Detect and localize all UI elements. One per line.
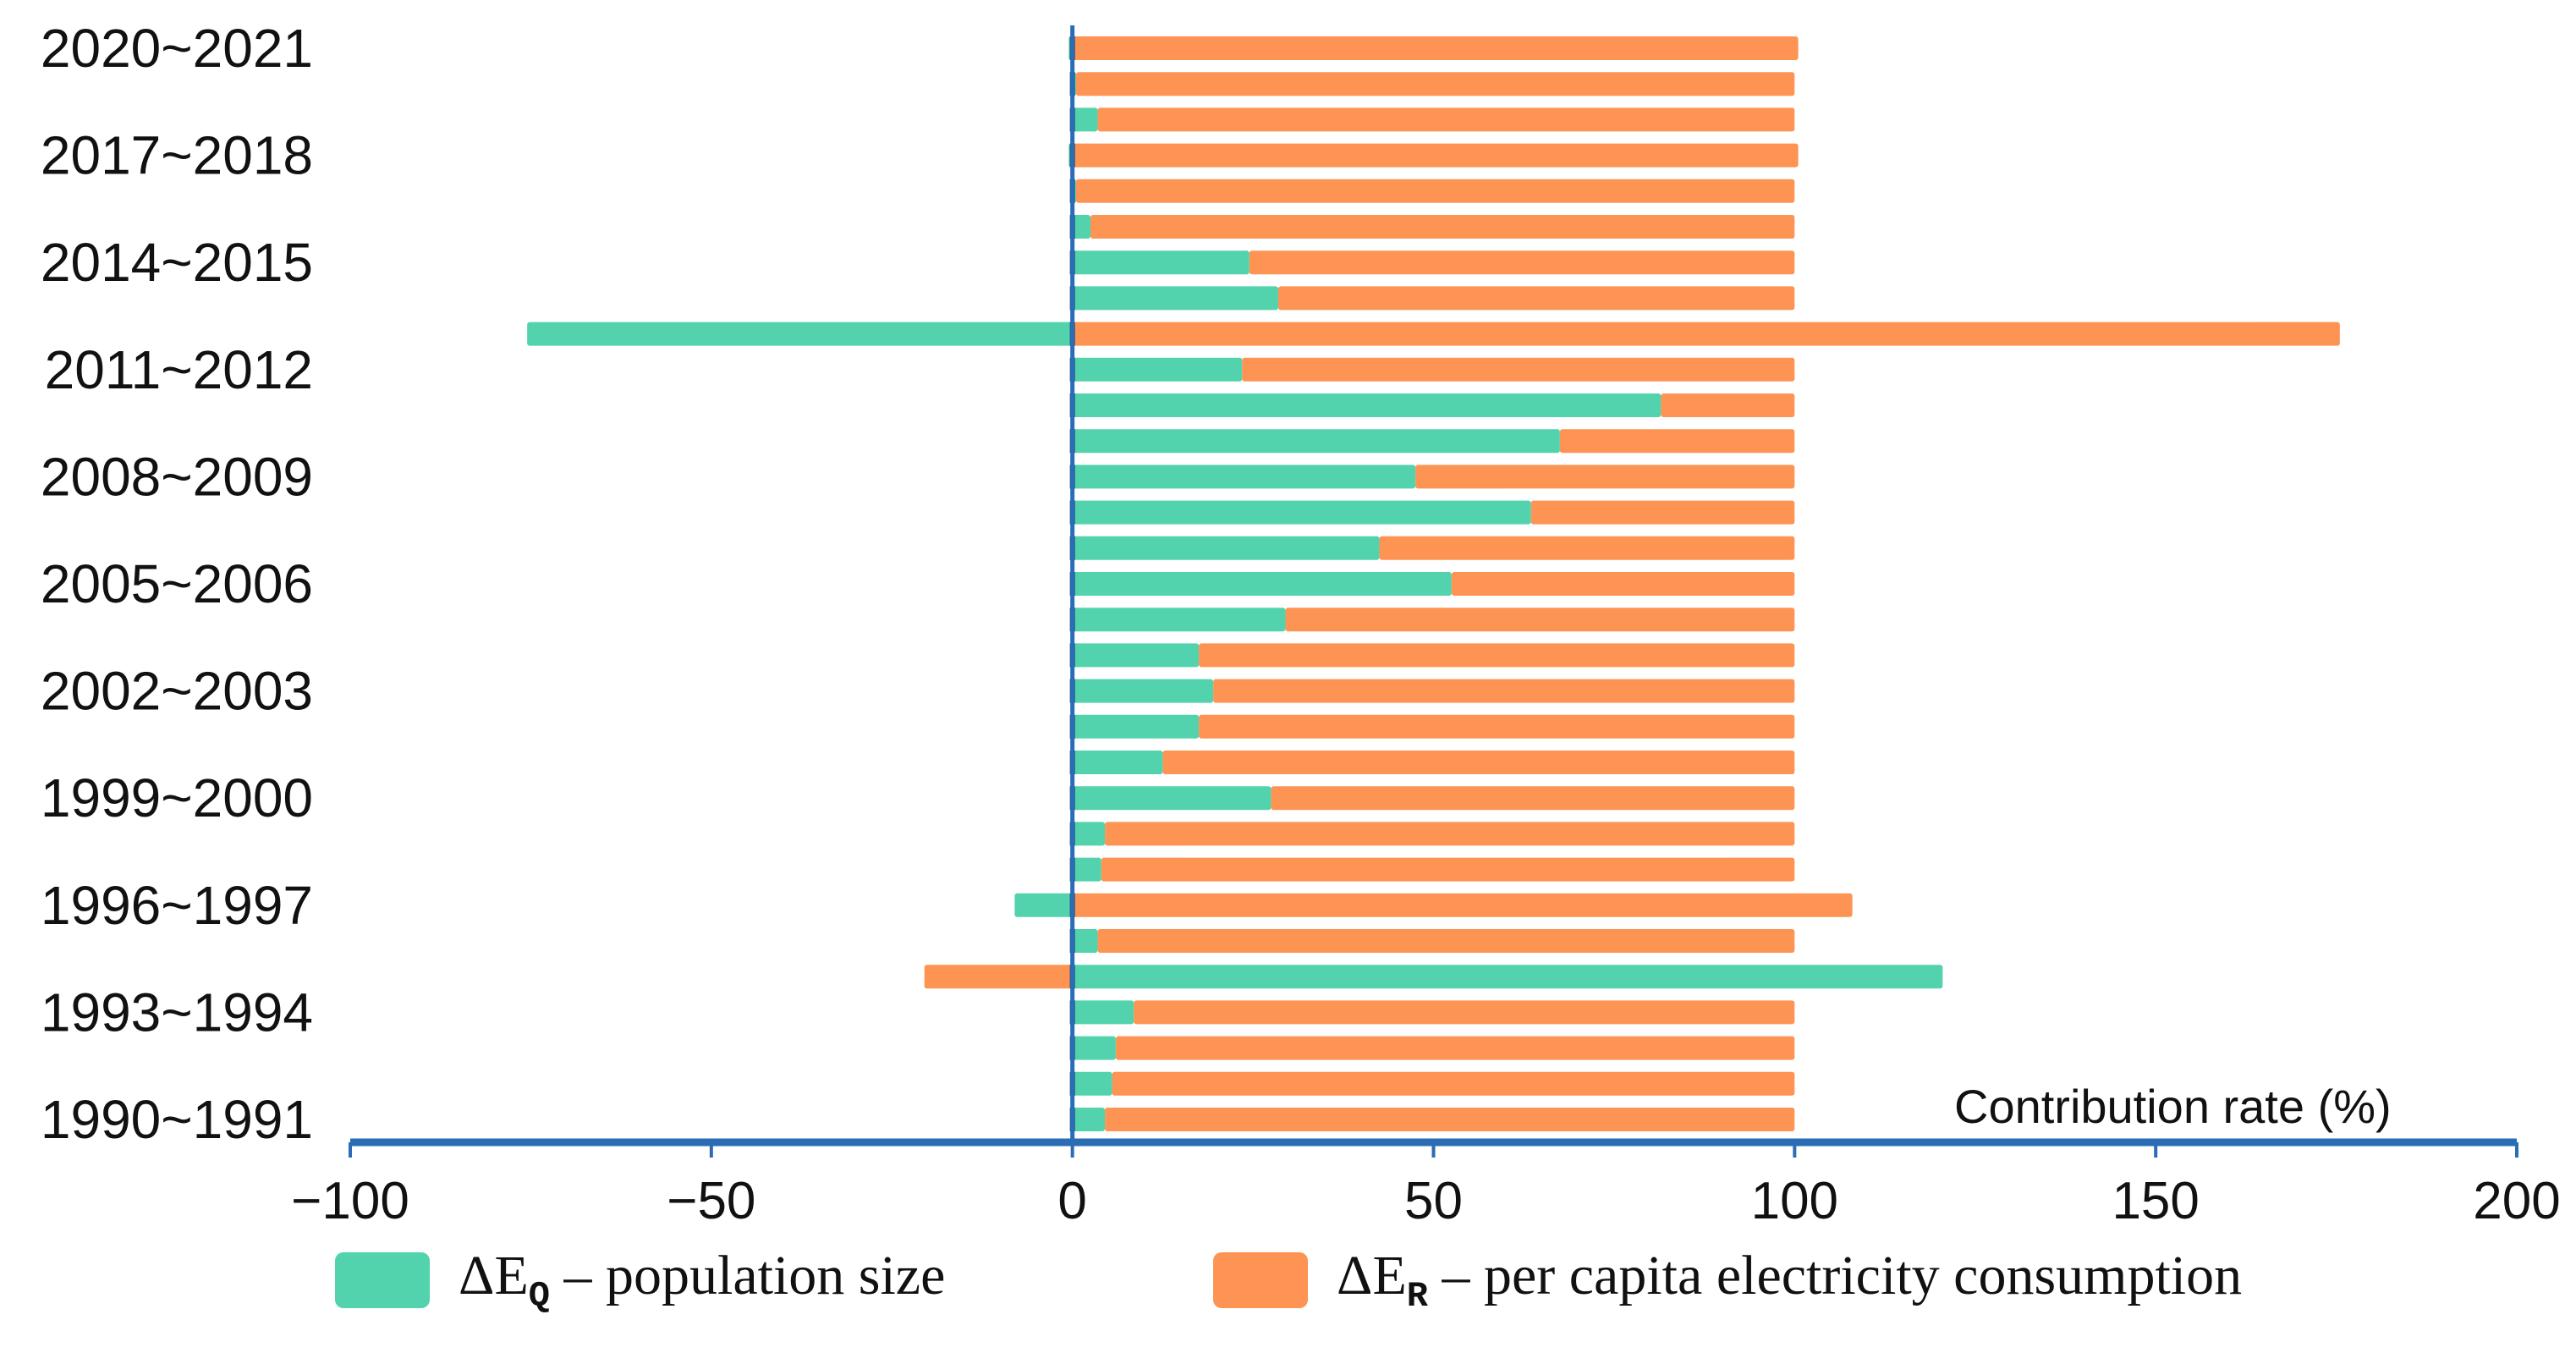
bar-per-capita-1991~1992 <box>1112 1071 1795 1096</box>
bars-layer <box>527 36 2340 1131</box>
bar-per-capita-2013~2014 <box>1277 286 1795 311</box>
y-tick-label: 2005~2006 <box>41 553 313 614</box>
bar-per-capita-2010~2011 <box>1661 393 1795 417</box>
bar-population-2018~2019 <box>1072 107 1098 132</box>
bar-per-capita-2008~2009 <box>1415 465 1795 489</box>
bar-population-2002~2003 <box>1072 679 1214 703</box>
x-tick-label: −100 <box>291 1172 409 1230</box>
bar-per-capita-1994~1995 <box>924 965 1073 989</box>
bar-per-capita-2015~2016 <box>1090 215 1795 239</box>
bar-per-capita-1998~1999 <box>1105 822 1795 846</box>
x-tick-label: 50 <box>1404 1172 1463 1230</box>
y-tick-label: 1990~1991 <box>41 1089 313 1150</box>
bar-population-2011~2012 <box>1072 357 1243 382</box>
bar-per-capita-2007~2008 <box>1530 500 1795 525</box>
bar-per-capita-2017~2018 <box>1072 143 1799 168</box>
y-tick-label: 2017~2018 <box>41 125 313 186</box>
bar-population-2007~2008 <box>1072 500 1531 525</box>
bar-population-1999~2000 <box>1072 786 1272 811</box>
bar-per-capita-2016~2017 <box>1075 179 1795 203</box>
bar-per-capita-2011~2012 <box>1242 357 1795 382</box>
y-tick-label: 2002~2003 <box>41 661 313 722</box>
y-tick-label: 2011~2012 <box>45 339 313 400</box>
bar-population-2006~2007 <box>1072 536 1380 560</box>
bar-per-capita-2014~2015 <box>1249 250 1795 275</box>
bar-population-2013~2014 <box>1072 286 1278 311</box>
bar-population-2010~2011 <box>1072 393 1661 417</box>
bar-per-capita-1996~1997 <box>1072 893 1853 917</box>
bar-per-capita-2006~2007 <box>1379 536 1795 560</box>
bar-population-1992~1993 <box>1072 1036 1116 1060</box>
legend-swatch-population <box>335 1252 430 1308</box>
bar-population-2001~2002 <box>1072 714 1200 739</box>
legend-label-per-capita: ΔER – per capita electricity consumption <box>1337 1245 2243 1317</box>
bar-population-1997~1998 <box>1072 857 1101 882</box>
bar-population-2012~2013 <box>527 322 1073 346</box>
y-tick-label: 1993~1994 <box>41 982 313 1042</box>
bar-population-2000~2001 <box>1072 751 1163 774</box>
label-layer: −100 −50 0 50 100 150 200 2020~2021 2017~2018 201… <box>41 18 2561 1230</box>
bar-population-1998~1999 <box>1072 822 1106 846</box>
bar-population-2014~2015 <box>1072 250 1250 275</box>
bar-population-2009~2010 <box>1072 429 1560 454</box>
bar-population-1996~1997 <box>1014 893 1073 917</box>
y-tick-label: 1996~1997 <box>41 875 313 936</box>
legend-item-per-capita: ΔER – per capita electricity consumption <box>1213 1244 2242 1317</box>
x-tick-label: 100 <box>1751 1172 1838 1230</box>
bar-per-capita-1990~1991 <box>1105 1108 1795 1131</box>
x-tick-label: 200 <box>2473 1172 2560 1230</box>
bar-per-capita-1992~1993 <box>1115 1036 1795 1060</box>
legend-label-population: ΔEQ – population size <box>459 1245 946 1317</box>
bar-population-2015~2016 <box>1072 215 1091 239</box>
bar-per-capita-2009~2010 <box>1559 429 1795 454</box>
x-axis-title: Contribution rate (%) <box>1954 1080 2392 1133</box>
bar-population-2005~2006 <box>1072 572 1452 596</box>
bar-population-2004~2005 <box>1072 608 1286 632</box>
bar-per-capita-2003~2004 <box>1199 643 1795 668</box>
bar-per-capita-2002~2003 <box>1213 679 1795 703</box>
bar-population-2008~2009 <box>1072 465 1416 489</box>
bar-population-1995~1996 <box>1072 929 1098 953</box>
bar-population-1993~1994 <box>1072 1000 1134 1025</box>
bar-per-capita-2005~2006 <box>1451 572 1795 596</box>
bar-population-1991~1992 <box>1072 1071 1112 1096</box>
bar-per-capita-1997~1998 <box>1101 857 1795 882</box>
bar-per-capita-2004~2005 <box>1285 608 1795 632</box>
bar-population-1994~1995 <box>1072 965 1943 989</box>
y-tick-label: 2008~2009 <box>41 446 313 507</box>
x-tick-label: −50 <box>667 1172 755 1230</box>
bar-per-capita-1993~1994 <box>1134 1000 1795 1025</box>
bar-per-capita-2018~2019 <box>1097 107 1795 132</box>
bar-per-capita-2020~2021 <box>1072 36 1799 60</box>
y-tick-label: 2014~2015 <box>41 232 313 293</box>
legend-swatch-per-capita <box>1213 1252 1308 1308</box>
bar-per-capita-1995~1996 <box>1097 929 1795 953</box>
bar-per-capita-2019~2020 <box>1075 72 1795 96</box>
bar-per-capita-1999~2000 <box>1271 786 1795 811</box>
x-tick-label: 0 <box>1057 1172 1086 1230</box>
bar-population-1990~1991 <box>1072 1108 1106 1131</box>
bar-per-capita-2012~2013 <box>1072 322 2340 346</box>
y-tick-label: 1999~2000 <box>41 767 313 828</box>
axis-layer <box>349 25 2518 1158</box>
y-tick-label: 2020~2021 <box>41 18 313 79</box>
bar-population-2003~2004 <box>1072 643 1200 668</box>
bar-per-capita-2000~2001 <box>1162 751 1795 774</box>
bar-per-capita-2001~2002 <box>1199 714 1795 739</box>
x-tick-label: 150 <box>2112 1172 2199 1230</box>
legend-item-population: ΔEQ – population size <box>335 1244 945 1317</box>
